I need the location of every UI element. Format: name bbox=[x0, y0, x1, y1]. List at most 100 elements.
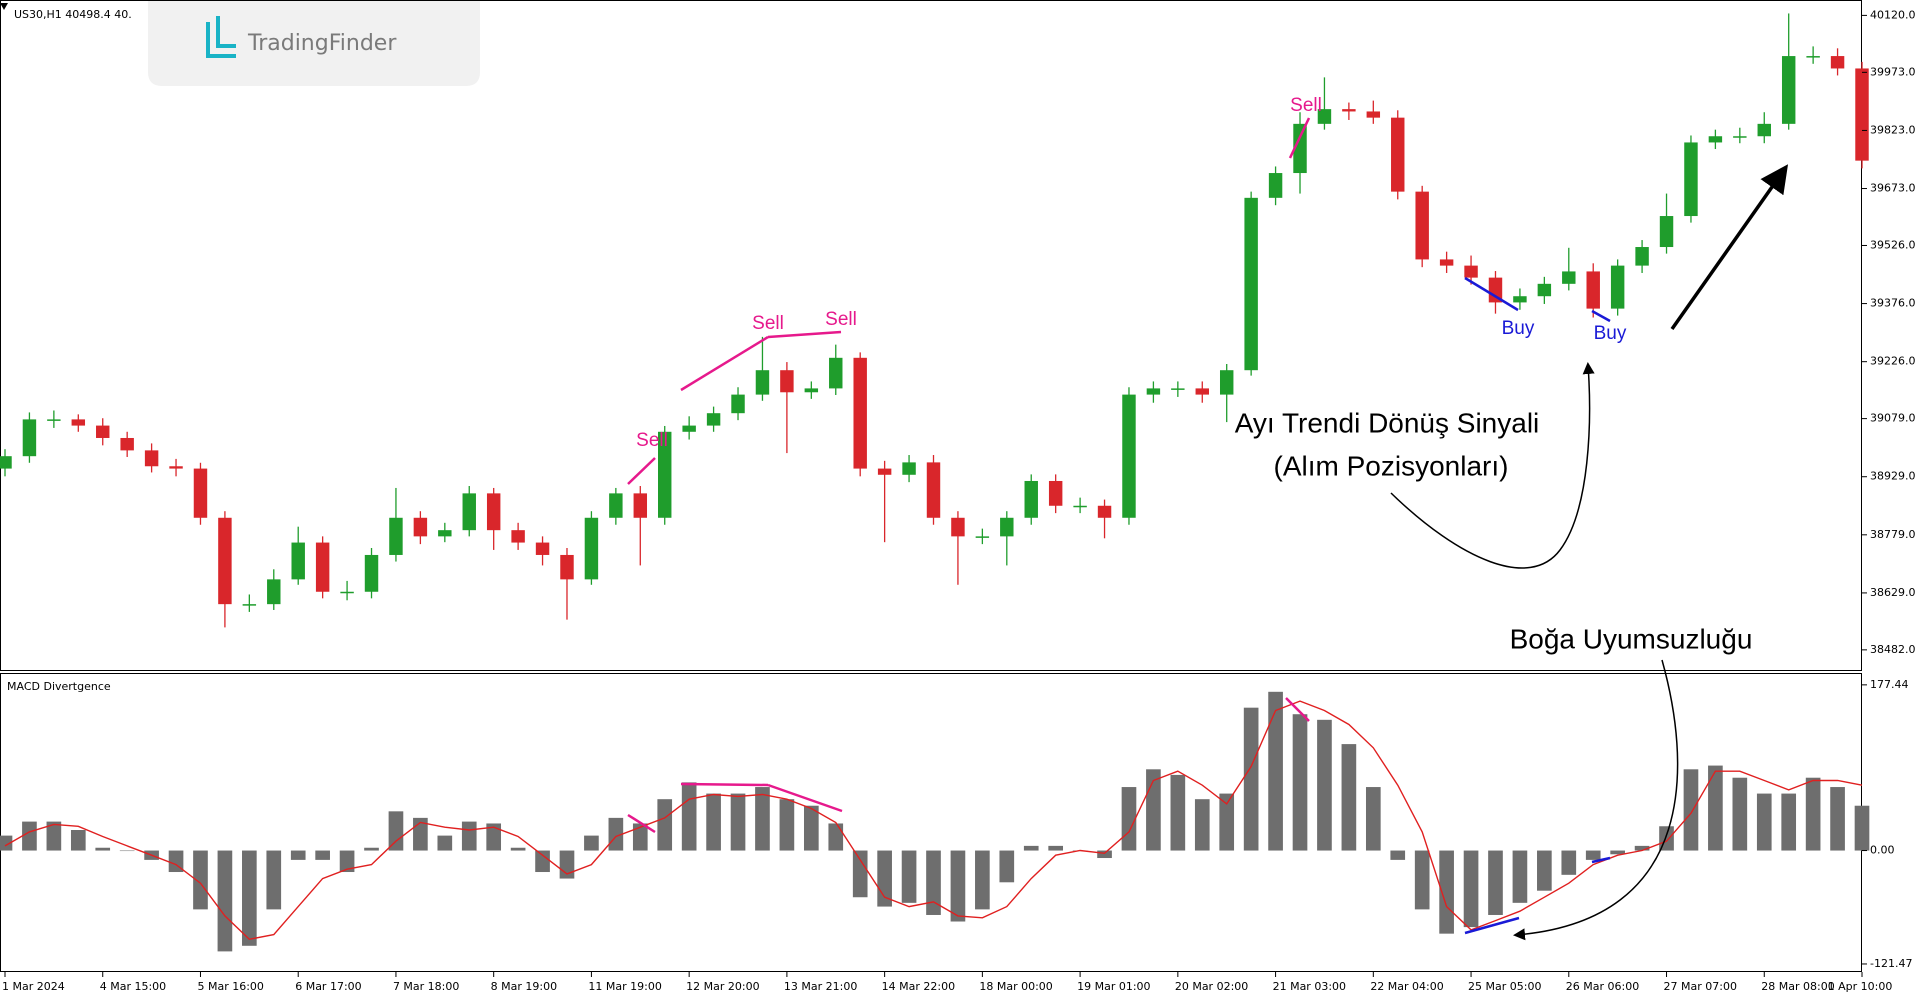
histogram-bar bbox=[486, 823, 502, 851]
histogram-bar bbox=[388, 811, 404, 851]
logo-icon bbox=[206, 16, 236, 58]
candle-body bbox=[877, 468, 892, 475]
x-tick-label: 13 Mar 21:00 bbox=[784, 980, 857, 993]
histogram-bar bbox=[950, 850, 966, 922]
candle-body bbox=[1562, 271, 1576, 284]
histogram-bar bbox=[461, 821, 477, 851]
indicator-title: MACD Divertgence bbox=[7, 680, 111, 693]
histogram-bar bbox=[1781, 793, 1797, 851]
candle-body bbox=[291, 542, 305, 580]
histogram-bar bbox=[1097, 850, 1112, 859]
histogram-bar bbox=[437, 835, 453, 851]
y-tick-label: 39526.0 bbox=[1870, 238, 1916, 251]
y-tick-label: 39673.0 bbox=[1870, 182, 1916, 195]
x-tick-label: 12 Mar 20:00 bbox=[686, 980, 759, 993]
candle-body bbox=[486, 493, 501, 531]
candle-body bbox=[731, 394, 745, 414]
histogram-bar bbox=[364, 847, 379, 851]
y-tick-label: 38929.0 bbox=[1870, 470, 1916, 483]
histogram-bar bbox=[95, 847, 111, 851]
macd-sell-line bbox=[1285, 697, 1310, 722]
candle-body bbox=[1122, 394, 1136, 518]
y-tick-label: 40120.0 bbox=[1870, 8, 1916, 21]
candle-body bbox=[71, 419, 86, 426]
candle-body bbox=[1806, 56, 1820, 58]
histogram-bar bbox=[1292, 714, 1308, 851]
macd-buy-line bbox=[1591, 856, 1611, 864]
annotations: Sell Sell Sell Sell Buy Buy Ayı Trendi Dönüş S… bbox=[636, 95, 1752, 654]
histogram-bar bbox=[1463, 850, 1479, 928]
x-tick-label: 27 Mar 07:00 bbox=[1664, 980, 1737, 993]
candle-body bbox=[1195, 388, 1209, 395]
buy-line bbox=[1464, 276, 1519, 312]
histogram-bar bbox=[1194, 799, 1210, 851]
macd-sell-line bbox=[767, 783, 843, 813]
histogram-bar bbox=[1561, 850, 1577, 875]
histogram-bar bbox=[1732, 777, 1748, 851]
candle-body bbox=[1635, 247, 1649, 266]
x-tick-label: 11 Mar 19:00 bbox=[588, 980, 661, 993]
histogram-bar bbox=[1268, 691, 1283, 851]
candle-body bbox=[1733, 136, 1747, 138]
candle-body bbox=[0, 456, 12, 469]
histogram-bar bbox=[681, 782, 697, 851]
annotation: Buy bbox=[1502, 318, 1535, 339]
candle-body bbox=[853, 357, 867, 469]
sell-line bbox=[627, 457, 656, 485]
x-tick-label: 21 Mar 03:00 bbox=[1273, 980, 1346, 993]
histogram-bar bbox=[828, 823, 844, 851]
logo-box bbox=[148, 0, 480, 86]
histogram-bar bbox=[1219, 793, 1235, 851]
candle-body bbox=[535, 542, 550, 555]
histogram-bar bbox=[1610, 850, 1625, 855]
histogram-bar bbox=[1121, 787, 1137, 851]
candle-body bbox=[462, 493, 476, 531]
x-tick-label: 4 Mar 15:00 bbox=[100, 980, 166, 993]
x-tick-label: 7 Mar 18:00 bbox=[393, 980, 459, 993]
y-tick-label: 39226.0 bbox=[1870, 355, 1916, 368]
histogram-bar bbox=[0, 835, 13, 851]
histogram-bar bbox=[1048, 845, 1064, 851]
annotation: Boğa Uyumsuzluğu bbox=[1510, 623, 1753, 654]
x-tick-label: 6 Mar 17:00 bbox=[295, 980, 361, 993]
candle-body bbox=[584, 517, 599, 580]
candle-body bbox=[1342, 109, 1356, 112]
y-tick-label: 39079.0 bbox=[1870, 412, 1916, 425]
candle-body bbox=[1366, 111, 1381, 118]
candles bbox=[0, 13, 1869, 628]
candle-body bbox=[1757, 123, 1771, 137]
histogram-bar bbox=[975, 850, 990, 910]
sell-line bbox=[767, 330, 842, 339]
y-tick-label: 39823.0 bbox=[1870, 123, 1916, 136]
candle-body bbox=[1781, 56, 1796, 124]
candle-body bbox=[364, 554, 379, 592]
histogram-bar bbox=[706, 793, 721, 851]
annotation: Sell bbox=[825, 309, 857, 330]
divergence-lines bbox=[627, 117, 1611, 935]
macd bbox=[0, 691, 1870, 952]
candle-body bbox=[1317, 109, 1332, 124]
candle-body bbox=[682, 425, 696, 432]
histogram-bar bbox=[1243, 707, 1259, 851]
histogram-bar bbox=[242, 850, 257, 946]
y-tick-label: 39376.0 bbox=[1870, 297, 1916, 310]
collapse-arrow bbox=[0, 3, 8, 10]
histogram-bar bbox=[119, 850, 135, 852]
macd-buy-line bbox=[1464, 916, 1520, 935]
candle-body bbox=[1000, 517, 1014, 537]
y-tick-label: 38482.0 bbox=[1870, 643, 1916, 656]
histogram-bar bbox=[755, 787, 770, 851]
x-tick-label: 1 Mar 2024 bbox=[2, 980, 65, 993]
sell-line bbox=[680, 335, 769, 392]
y-tick-label: 38629.0 bbox=[1870, 586, 1916, 599]
histogram-bar bbox=[1170, 774, 1186, 851]
candle-body bbox=[1293, 123, 1307, 174]
annotation: Sell bbox=[636, 430, 668, 451]
x-tick-label: 1 Apr 10:00 bbox=[1828, 980, 1893, 993]
histogram-bar bbox=[803, 805, 819, 851]
symbol-header: US30,H1 40498.4 40. bbox=[14, 8, 132, 21]
histogram-bar bbox=[217, 850, 233, 952]
histogram-bar bbox=[1317, 719, 1332, 851]
candle-body bbox=[1488, 277, 1503, 303]
candle-body bbox=[315, 542, 330, 592]
